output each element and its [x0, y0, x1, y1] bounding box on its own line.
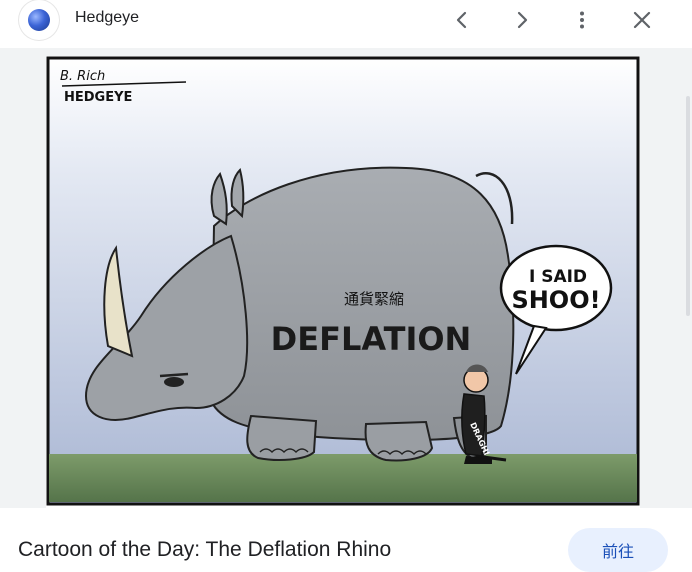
- speech-line-1: I SAID: [529, 267, 587, 287]
- scrollbar[interactable]: [686, 96, 690, 316]
- image-preview-area: 通貨緊縮 DEFLATION I SAID SHOO! DRAGHI B. Ri…: [0, 48, 692, 508]
- globe-icon: [28, 9, 50, 31]
- speech-line-2: SHOO!: [511, 286, 600, 314]
- image-title[interactable]: Cartoon of the Day: The Deflation Rhino: [18, 538, 392, 561]
- close-icon: [633, 11, 651, 29]
- more-options-button[interactable]: [566, 4, 598, 36]
- cartoon-deflation-label: DEFLATION: [271, 320, 472, 358]
- cartoon-chinese-label: 通貨緊縮: [344, 290, 404, 308]
- cartoon-image[interactable]: 通貨緊縮 DEFLATION I SAID SHOO! DRAGHI B. Ri…: [46, 56, 640, 508]
- previous-button[interactable]: [446, 4, 478, 36]
- viewer-header: Hedgeye: [0, 0, 692, 40]
- next-button[interactable]: [506, 4, 538, 36]
- close-button[interactable]: [626, 4, 658, 36]
- chevron-left-icon: [456, 11, 467, 29]
- chevron-right-icon: [517, 11, 528, 29]
- site-name[interactable]: Hedgeye: [75, 9, 140, 26]
- more-vert-icon: [580, 11, 584, 29]
- cartoon-drawing: 通貨緊縮 DEFLATION I SAID SHOO! DRAGHI B. Ri…: [46, 56, 640, 506]
- brand-label: HEDGEYE: [64, 90, 132, 105]
- artist-signature: B. Rich: [60, 69, 105, 84]
- visit-button[interactable]: 前往: [568, 528, 668, 572]
- site-favicon[interactable]: [19, 0, 59, 40]
